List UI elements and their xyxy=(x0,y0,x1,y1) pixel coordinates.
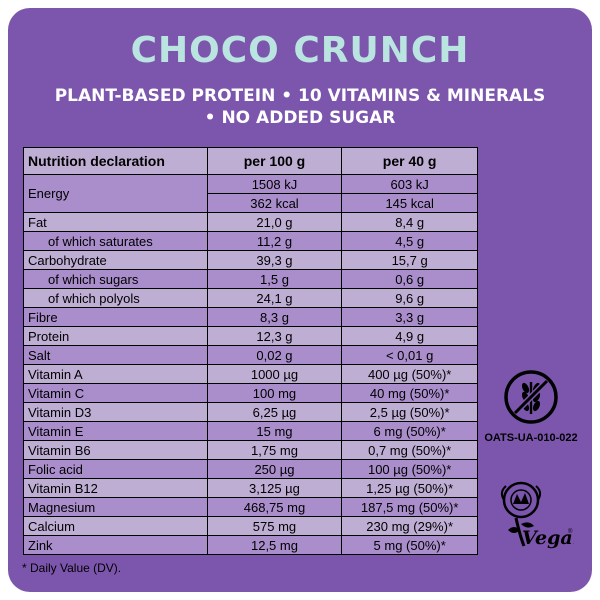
value-per-40g: 230 mg (29%)* xyxy=(341,516,478,536)
header-nutrition: Nutrition declaration xyxy=(23,147,208,175)
table-row: Protein 12,3 g 4,9 g xyxy=(23,326,478,346)
nutrient-label: Vitamin E xyxy=(23,421,208,441)
table-row: Vitamin A 1000 µg 400 µg (50%)* xyxy=(23,364,478,384)
nutrient-label: Protein xyxy=(23,326,208,346)
value-per-40g: 0,7 mg (50%)* xyxy=(341,440,478,460)
tagline-line-2: • NO ADDED SUGAR xyxy=(204,108,396,128)
table-row: Folic acid 250 µg 100 µg (50%)* xyxy=(23,459,478,479)
gluten-free-icon xyxy=(504,370,558,424)
nutrient-label: Salt xyxy=(23,345,208,365)
nutrient-label: Folic acid xyxy=(23,459,208,479)
nutrient-label: Zink xyxy=(23,535,208,555)
table-row: Carbohydrate 39,3 g 15,7 g xyxy=(23,250,478,270)
nutrition-table: Nutrition declaration per 100 g per 40 g… xyxy=(23,147,478,555)
value-per-100g: 3,125 µg xyxy=(206,478,343,498)
value-per-40g: 1,25 µg (50%)* xyxy=(341,478,478,498)
value-per-100g: 21,0 g xyxy=(206,212,343,232)
nutrient-label: of which polyols xyxy=(23,288,208,308)
value-per-100g: 468,75 mg xyxy=(206,497,343,517)
value-per-40g: 15,7 g xyxy=(341,250,478,270)
table-row: Salt 0,02 g < 0,01 g xyxy=(23,345,478,365)
value-per-100g: 39,3 g xyxy=(206,250,343,270)
table-row: Vitamin E 15 mg 6 mg (50%)* xyxy=(23,421,478,441)
value-per-100g: 575 mg xyxy=(206,516,343,536)
table-row: Vitamin C 100 mg 40 mg (50%)* xyxy=(23,383,478,403)
nutrient-label: Vitamin C xyxy=(23,383,208,403)
value-per-40g: 2,5 µg (50%)* xyxy=(341,402,478,422)
table-row: Magnesium 468,75 mg 187,5 mg (50%)* xyxy=(23,497,478,517)
nutrient-label: Fibre xyxy=(23,307,208,327)
nutrient-label: Vitamin B6 xyxy=(23,440,208,460)
value-per-100g: 11,2 g xyxy=(206,231,343,251)
brand-title: CHOCO CRUNCH xyxy=(130,30,470,71)
value-per-100g: 12,3 g xyxy=(206,326,343,346)
energy-label: Energy xyxy=(23,174,208,213)
nutrient-label: Carbohydrate xyxy=(23,250,208,270)
header-per-100g: per 100 g xyxy=(206,147,343,175)
table-row-energy-kj: Energy 1508 kJ 603 kJ xyxy=(23,174,478,213)
tagline-line-1: PLANT-BASED PROTEIN • 10 VITAMINS & MINE… xyxy=(54,86,546,106)
value-per-100g: 15 mg xyxy=(206,421,343,441)
value-per-100g: 100 mg xyxy=(206,383,343,403)
table-row: Zink 12,5 mg 5 mg (50%)* xyxy=(23,535,478,555)
value-per-40g: 8,4 g xyxy=(341,212,478,232)
table-row: Vitamin B6 1,75 mg 0,7 mg (50%)* xyxy=(23,440,478,460)
nutrient-label: Fat xyxy=(23,212,208,232)
value-per-100g: 250 µg xyxy=(206,459,343,479)
value-per-40g: 5 mg (50%)* xyxy=(341,535,478,555)
footnote: * Daily Value (DV). xyxy=(22,561,122,575)
value-per-100g: 1000 µg xyxy=(206,364,343,384)
table-row: Calcium 575 mg 230 mg (29%)* xyxy=(23,516,478,536)
table-row: of which polyols 24,1 g 9,6 g xyxy=(23,288,478,308)
value-per-40g: 3,3 g xyxy=(341,307,478,327)
table-row: Fibre 8,3 g 3,3 g xyxy=(23,307,478,327)
value-per-100g: 1,75 mg xyxy=(206,440,343,460)
value-per-40g: 100 µg (50%)* xyxy=(341,459,478,479)
nutrient-label: of which saturates xyxy=(23,231,208,251)
nutrient-label: Vitamin A xyxy=(23,364,208,384)
header-per-40g: per 40 g xyxy=(341,147,478,175)
value-per-40g: 4,9 g xyxy=(341,326,478,346)
energy-kcal-100: 362 kcal xyxy=(206,193,343,213)
nutrient-label: of which sugars xyxy=(23,269,208,289)
value-per-100g: 1,5 g xyxy=(206,269,343,289)
table-row: Vitamin D3 6,25 µg 2,5 µg (50%)* xyxy=(23,402,478,422)
energy-kj-100: 1508 kJ xyxy=(206,174,343,194)
table-row: of which sugars 1,5 g 0,6 g xyxy=(23,269,478,289)
nutrient-label: Vitamin B12 xyxy=(23,478,208,498)
value-per-40g: 0,6 g xyxy=(341,269,478,289)
value-per-100g: 6,25 µg xyxy=(206,402,343,422)
value-per-40g: 6 mg (50%)* xyxy=(341,421,478,441)
value-per-100g: 8,3 g xyxy=(206,307,343,327)
value-per-40g: 400 µg (50%)* xyxy=(341,364,478,384)
value-per-100g: 12,5 mg xyxy=(206,535,343,555)
value-per-100g: 0,02 g xyxy=(206,345,343,365)
value-per-40g: 40 mg (50%)* xyxy=(341,383,478,403)
nutrient-label: Vitamin D3 xyxy=(23,402,208,422)
table-row-energy-kcal: 362 kcal 145 kcal xyxy=(24,193,478,213)
value-per-40g: < 0,01 g xyxy=(341,345,478,365)
svg-text:®: ® xyxy=(568,528,573,535)
value-per-100g: 24,1 g xyxy=(206,288,343,308)
value-per-40g: 187,5 mg (50%)* xyxy=(341,497,478,517)
table-row: Fat 21,0 g 8,4 g xyxy=(23,212,478,232)
vegan-logo-icon: Vegan ® xyxy=(500,481,574,549)
energy-kcal-40: 145 kcal xyxy=(341,193,478,213)
table-row: Vitamin B12 3,125 µg 1,25 µg (50%)* xyxy=(23,478,478,498)
nutrient-label: Calcium xyxy=(23,516,208,536)
value-per-40g: 9,6 g xyxy=(341,288,478,308)
gluten-free-code: OATS-UA-010-022 xyxy=(484,432,578,444)
value-per-40g: 4,5 g xyxy=(341,231,478,251)
table-row: of which saturates 11,2 g 4,5 g xyxy=(23,231,478,251)
energy-kj-40: 603 kJ xyxy=(341,174,478,194)
nutrient-label: Magnesium xyxy=(23,497,208,517)
vegan-text: Vegan xyxy=(522,527,574,549)
